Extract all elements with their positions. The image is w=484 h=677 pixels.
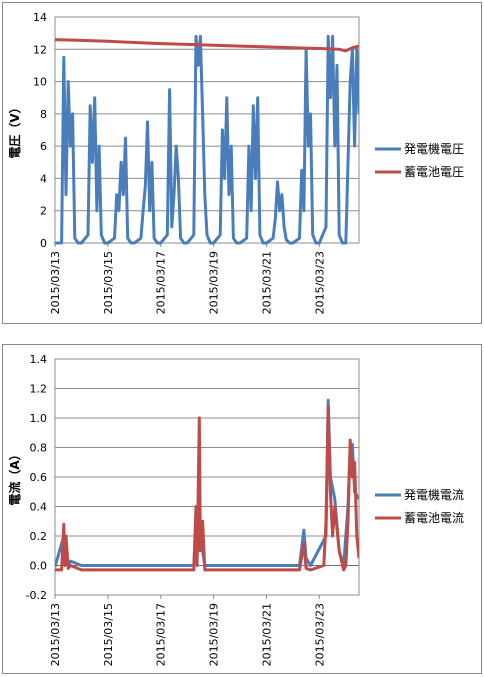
plot-area [54,16,360,244]
y-tick-label: 1.0 [30,412,48,425]
legend-label: 発電機電圧 [404,141,464,156]
plot-area [54,358,360,596]
series-line-1 [55,398,359,568]
voltage-chart: 0 2 4 6 8 10 12 14 2015/03/13 2015/03/15 2015/03/1… [7,11,464,314]
y-tick-label: 0.8 [30,442,48,455]
x-tick-label: 2015/03/21 [260,251,273,314]
y-axis-title: 電流（A） [7,448,22,505]
series-line-2 [55,38,359,53]
y-tick-label: 0.4 [30,501,48,514]
x-tick-label: 2015/03/17 [155,251,168,314]
current-chart-panel: -0.2 0.0 0.2 0.4 0.6 0.8 1.0 1.2 1.4 2015/03/13 20… [2,344,482,674]
y-tick-label: 1.4 [30,353,48,366]
y-tick-label: 6 [40,140,47,153]
y-tick-label: 2 [40,205,47,218]
x-tick-label: 2015/03/17 [155,603,168,666]
legend-label: 発電機電流 [404,487,464,502]
y-tick-label: 0.0 [30,560,48,573]
x-tick-label: 2015/03/15 [102,603,115,666]
x-tick-label: 2015/03/19 [208,603,221,666]
y-tick-label: 0.6 [30,471,48,484]
current-chart: -0.2 0.0 0.2 0.4 0.6 0.8 1.0 1.2 1.4 2015/03/13 20… [7,353,464,666]
x-tick-label: 2015/03/13 [49,251,62,314]
y-axis-title: 電圧（V） [7,101,22,158]
y-tick-label: 0 [40,237,47,250]
y-tick-label: 4 [40,172,47,185]
series-line-2 [55,404,359,572]
y-tick-label: 8 [40,108,47,121]
series-line-1 [55,34,359,245]
x-tick-label: 2015/03/13 [49,603,62,666]
x-tick-label: 2015/03/23 [313,603,326,666]
x-tick-label: 2015/03/15 [102,251,115,314]
legend-label: 蓄電池電圧 [404,165,464,179]
y-tick-label: 10 [33,76,47,89]
legend-label: 蓄電池電流 [404,511,464,525]
y-tick-label: 14 [33,11,47,24]
x-tick-label: 2015/03/21 [260,603,273,666]
y-tick-label: -0.2 [26,589,47,602]
y-tick-label: 12 [33,43,47,56]
x-tick-label: 2015/03/23 [313,251,326,314]
x-tick-label: 2015/03/19 [208,251,221,314]
y-tick-label: 0.2 [30,530,48,543]
y-tick-label: 1.2 [30,383,48,396]
voltage-chart-panel: 0 2 4 6 8 10 12 14 2015/03/13 2015/03/15 2015/03/1… [2,2,482,324]
